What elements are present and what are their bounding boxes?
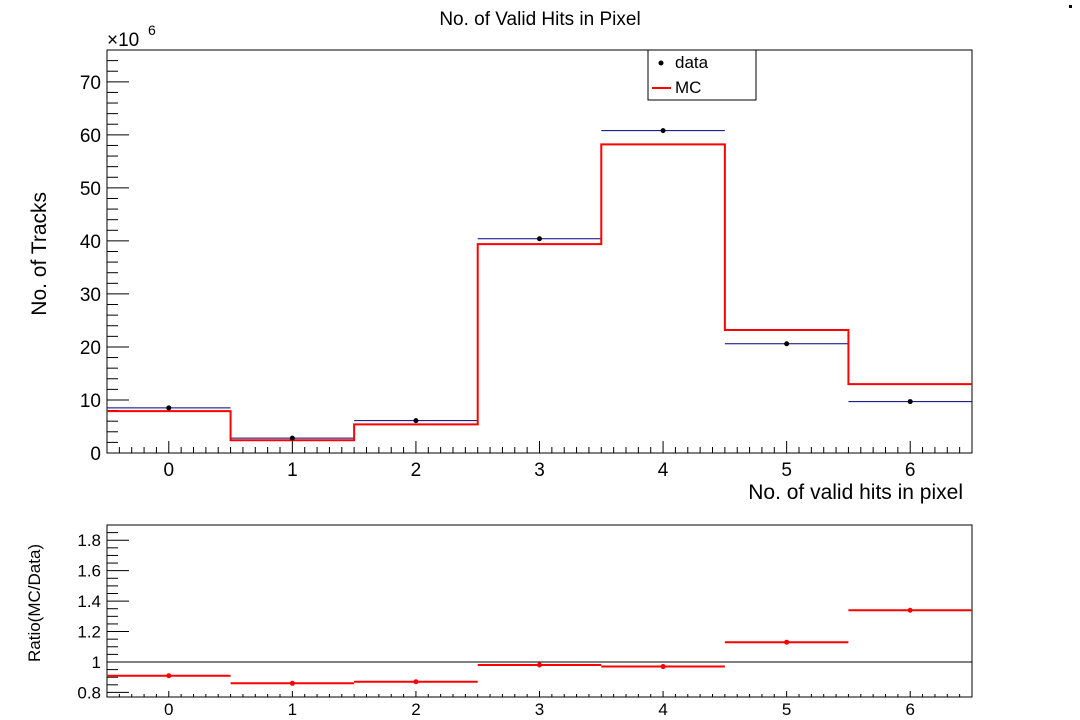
y-axis-label: No. of Tracks bbox=[28, 192, 51, 316]
x-tick-label: 2 bbox=[411, 460, 422, 481]
ratio-y-axis-label: Ratio(MC/Data) bbox=[25, 544, 44, 662]
y-tick-label: 10 bbox=[80, 391, 101, 412]
ratio-x-tick-label: 0 bbox=[164, 700, 173, 719]
ratio-y-tick-label: 1.4 bbox=[77, 592, 101, 611]
ratio-point bbox=[660, 664, 666, 670]
y-tick-label: 70 bbox=[80, 73, 101, 94]
ratio-point bbox=[413, 679, 419, 685]
ratio-point bbox=[289, 680, 295, 686]
ratio-y-tick-label: 0.8 bbox=[77, 683, 101, 702]
x-tick-label: 5 bbox=[781, 460, 792, 481]
y-tick-label: 60 bbox=[80, 126, 101, 147]
top-series bbox=[107, 128, 972, 442]
y-tick-label: 0 bbox=[90, 444, 101, 465]
corner-marker bbox=[1069, 5, 1072, 8]
ratio-y-tick-label: 1 bbox=[92, 653, 101, 672]
legend-data-marker bbox=[658, 60, 664, 66]
legend-data-label: data bbox=[675, 53, 709, 72]
chart-title: No. of Valid Hits in Pixel bbox=[439, 9, 640, 30]
data-point bbox=[537, 236, 542, 242]
ratio-series bbox=[107, 607, 972, 686]
data-point bbox=[784, 341, 790, 347]
x-tick-label: 3 bbox=[534, 460, 545, 481]
data-point bbox=[413, 418, 419, 424]
x-tick-label: 4 bbox=[658, 460, 669, 481]
x-tick-label: 6 bbox=[905, 460, 916, 481]
y-axis-multiplier: ×10 6 bbox=[107, 22, 156, 51]
ratio-y-tick-label: 1.6 bbox=[77, 562, 101, 581]
ratio-y-tick-label: 1.2 bbox=[77, 623, 101, 642]
ratio-point bbox=[907, 607, 913, 613]
ratio-x-tick-label: 4 bbox=[658, 700, 667, 719]
legend-mc-label: MC bbox=[675, 78, 701, 97]
data-point bbox=[166, 405, 172, 411]
y-tick-label: 40 bbox=[80, 232, 101, 253]
ratio-x-tick-label: 2 bbox=[411, 700, 420, 719]
ratio-y-tick-label: 1.8 bbox=[77, 531, 101, 550]
x-axis-label: No. of valid hits in pixel bbox=[748, 481, 963, 504]
y-tick-label: 50 bbox=[80, 179, 101, 200]
data-point bbox=[907, 399, 913, 405]
ratio-x-tick-label: 6 bbox=[905, 700, 914, 719]
y-tick-label: 20 bbox=[80, 338, 101, 359]
y-multiplier-exponent: 6 bbox=[148, 22, 156, 38]
ratio-point bbox=[784, 639, 790, 645]
ratio-point bbox=[166, 673, 172, 679]
y-tick-label: 30 bbox=[80, 285, 101, 306]
mc-step-line bbox=[107, 143, 972, 442]
top-plot-frame bbox=[106, 49, 973, 454]
ratio-axes: 0 1 2 3 4 5 6 0.8 1 1.2 1.4 1.6 1.8 bbox=[77, 524, 973, 719]
ratio-x-tick-label: 3 bbox=[535, 700, 544, 719]
x-tick-label: 0 bbox=[163, 460, 174, 481]
legend: data MC bbox=[647, 49, 757, 101]
x-tick-label: 1 bbox=[287, 460, 298, 481]
ratio-plot-frame bbox=[106, 524, 973, 698]
ratio-x-tick-label: 1 bbox=[288, 700, 297, 719]
legend-box bbox=[647, 49, 757, 101]
y-multiplier-base: ×10 bbox=[107, 30, 139, 51]
ratio-point bbox=[537, 662, 542, 668]
ratio-x-tick-label: 5 bbox=[782, 700, 791, 719]
data-point bbox=[660, 128, 666, 134]
data-point bbox=[289, 435, 295, 441]
